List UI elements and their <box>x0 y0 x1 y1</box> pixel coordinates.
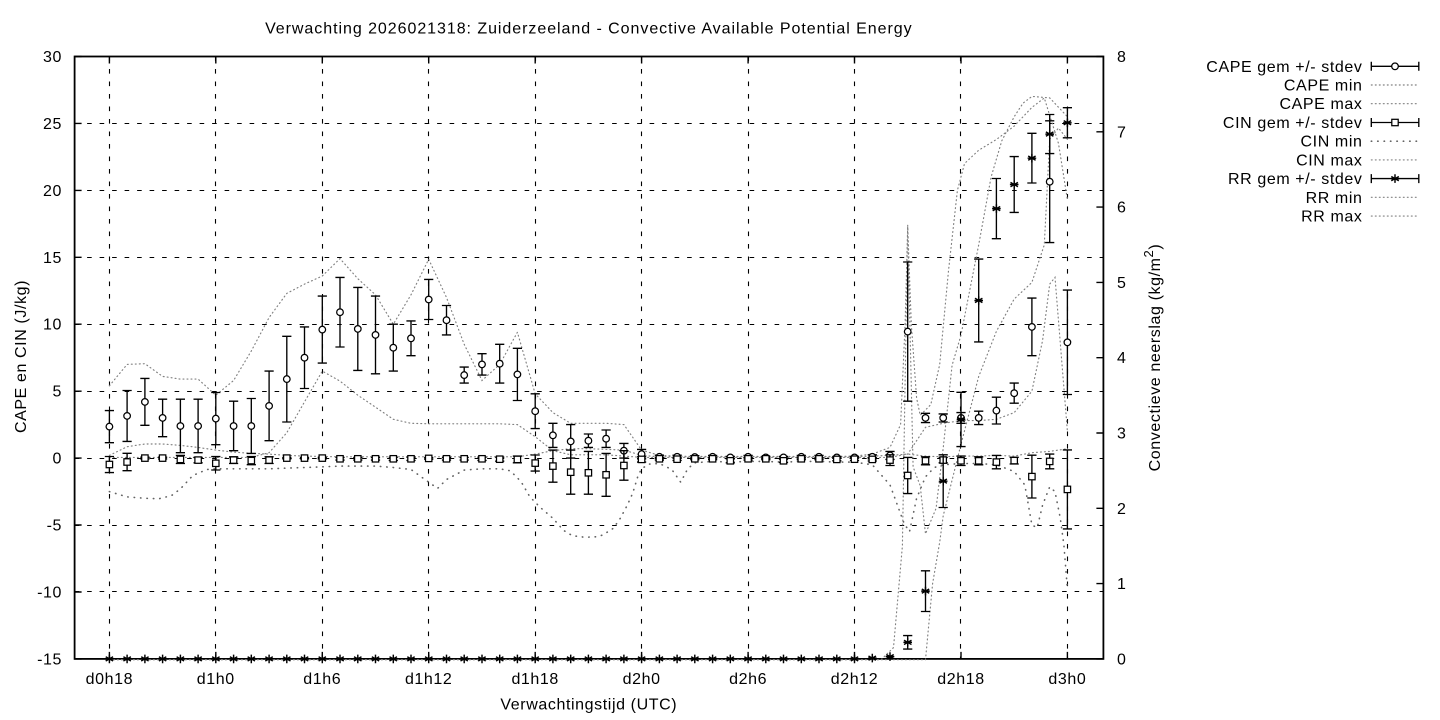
svg-text:5: 5 <box>1117 275 1127 292</box>
svg-text:Convectieve neerslag (kg/m2): Convectieve neerslag (kg/m2) <box>1141 244 1164 472</box>
svg-text:d1h18: d1h18 <box>511 671 559 688</box>
svg-text:4: 4 <box>1117 350 1127 367</box>
svg-text:d2h6: d2h6 <box>729 671 767 688</box>
svg-text:d2h18: d2h18 <box>937 671 985 688</box>
svg-text:8: 8 <box>1117 49 1127 66</box>
svg-text:CAPE gem +/- stdev: CAPE gem +/- stdev <box>1206 59 1362 76</box>
svg-text:30: 30 <box>43 49 62 66</box>
svg-text:-15: -15 <box>37 651 62 668</box>
svg-text:RR gem +/- stdev: RR gem +/- stdev <box>1228 171 1363 188</box>
svg-text:0: 0 <box>1117 651 1127 668</box>
svg-text:d1h12: d1h12 <box>405 671 453 688</box>
svg-text:20: 20 <box>43 183 62 200</box>
svg-text:CIN min: CIN min <box>1301 134 1363 151</box>
svg-text:-10: -10 <box>37 585 62 602</box>
svg-text:CIN gem +/- stdev: CIN gem +/- stdev <box>1223 115 1363 132</box>
svg-text:RR max: RR max <box>1301 209 1362 226</box>
svg-text:6: 6 <box>1117 200 1127 217</box>
svg-text:d0h18: d0h18 <box>86 671 134 688</box>
svg-text:CAPE min: CAPE min <box>1284 78 1363 95</box>
svg-text:RR min: RR min <box>1306 190 1363 207</box>
svg-text:3: 3 <box>1117 426 1127 443</box>
svg-text:Verwachtingstijd (UTC): Verwachtingstijd (UTC) <box>500 697 677 714</box>
svg-text:10: 10 <box>43 317 62 334</box>
svg-text:d1h0: d1h0 <box>197 671 235 688</box>
svg-text:d2h0: d2h0 <box>623 671 661 688</box>
svg-text:15: 15 <box>43 250 62 267</box>
svg-text:5: 5 <box>53 384 63 401</box>
svg-text:7: 7 <box>1117 124 1127 141</box>
svg-text:-5: -5 <box>47 518 62 535</box>
svg-text:0: 0 <box>53 451 63 468</box>
svg-text:d1h6: d1h6 <box>303 671 341 688</box>
svg-text:d3h0: d3h0 <box>1048 671 1086 688</box>
svg-text:Verwachting 2026021318: Zuider: Verwachting 2026021318: Zuiderzeeland - … <box>265 21 912 38</box>
svg-text:CAPE en CIN (J/kg): CAPE en CIN (J/kg) <box>13 280 30 433</box>
svg-text:CIN max: CIN max <box>1296 152 1362 169</box>
svg-text:2: 2 <box>1117 501 1127 518</box>
svg-text:CAPE max: CAPE max <box>1279 96 1362 113</box>
svg-text:1: 1 <box>1117 576 1127 593</box>
svg-text:25: 25 <box>43 116 62 133</box>
svg-text:d2h12: d2h12 <box>831 671 879 688</box>
